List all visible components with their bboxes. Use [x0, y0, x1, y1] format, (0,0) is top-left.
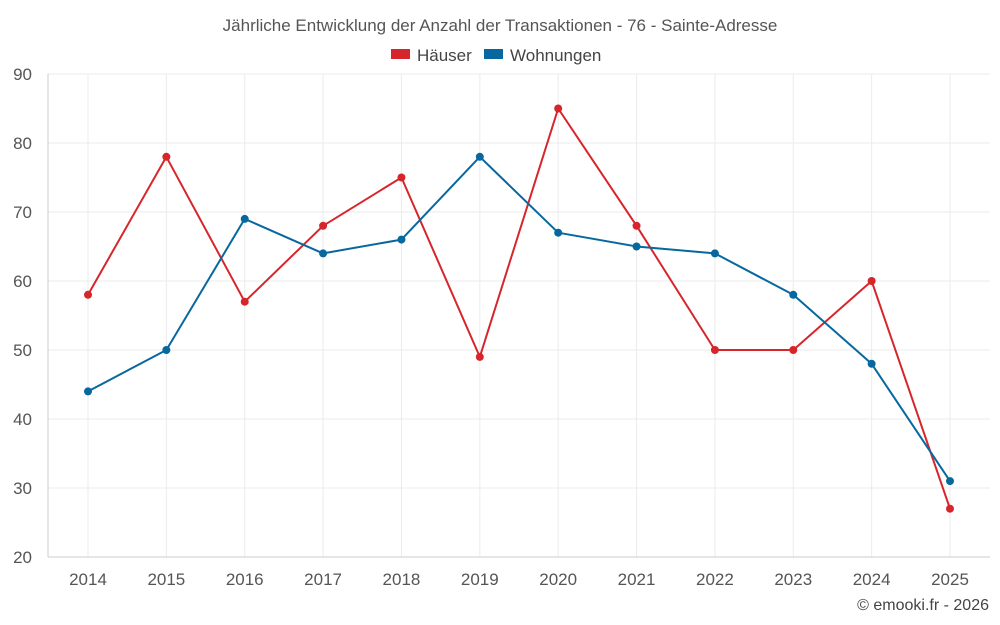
data-point-wohnungen[interactable]	[789, 290, 798, 299]
data-point-haeuser[interactable]	[789, 346, 798, 354]
data-point-haeuser[interactable]	[710, 346, 719, 354]
x-tick-label: 2021	[618, 570, 656, 589]
data-point-wohnungen[interactable]	[632, 242, 641, 251]
x-tick-label: 2022	[696, 570, 734, 589]
grid	[48, 73, 990, 557]
y-tick-label: 30	[13, 479, 32, 498]
data-point-haeuser[interactable]	[397, 173, 406, 182]
x-tick-label: 2019	[461, 570, 499, 589]
legend: Häuser Wohnungen	[391, 46, 601, 65]
series-wohnungen	[84, 152, 954, 486]
data-point-wohnungen[interactable]	[397, 235, 406, 244]
x-tick-label: 2020	[539, 570, 577, 589]
series-haeuser	[84, 104, 954, 513]
x-tick-label: 2015	[147, 570, 185, 589]
credit-text: © emooki.fr - 2026	[857, 597, 989, 614]
data-point-haeuser[interactable]	[554, 104, 563, 113]
y-tick-label: 80	[13, 134, 32, 153]
data-point-haeuser[interactable]	[319, 221, 328, 230]
data-point-wohnungen[interactable]	[240, 214, 249, 223]
y-tick-label: 50	[13, 341, 32, 360]
legend-swatch-wohnungen	[484, 49, 503, 59]
series-line-wohnungen	[87, 155, 951, 482]
data-point-haeuser[interactable]	[240, 297, 249, 306]
series-layer	[84, 104, 954, 513]
x-tick-label: 2016	[226, 570, 264, 589]
x-tick-label: 2023	[774, 570, 812, 589]
data-point-wohnungen[interactable]	[162, 346, 171, 354]
x-tick-label: 2017	[304, 570, 342, 589]
chart-title: Jährliche Entwicklung der Anzahl der Tra…	[223, 16, 778, 35]
data-point-wohnungen[interactable]	[84, 387, 92, 396]
data-point-wohnungen[interactable]	[475, 152, 484, 161]
y-tick-label: 40	[13, 410, 32, 429]
data-point-haeuser[interactable]	[162, 152, 171, 161]
data-point-wohnungen[interactable]	[319, 249, 328, 258]
data-point-haeuser[interactable]	[867, 277, 876, 285]
y-tick-label: 20	[13, 548, 32, 567]
x-tick-label: 2018	[383, 570, 421, 589]
y-tick-label: 90	[13, 65, 32, 84]
data-point-haeuser[interactable]	[475, 352, 484, 361]
data-point-wohnungen[interactable]	[946, 477, 954, 486]
x-tick-label: 2025	[931, 570, 969, 589]
data-point-haeuser[interactable]	[946, 504, 954, 513]
legend-label-wohnungen[interactable]: Wohnungen	[510, 46, 601, 65]
x-tick-label: 2014	[69, 570, 107, 589]
data-point-wohnungen[interactable]	[554, 228, 563, 237]
x-tick-label: 2024	[853, 570, 891, 589]
y-axis: 20 30 40 50 60 70 80 90	[13, 65, 49, 567]
data-point-wohnungen[interactable]	[710, 249, 719, 258]
x-axis: 2014 2015 2016 2017 2018 2019 2020 2021 2022 2023…	[48, 556, 990, 589]
data-point-haeuser[interactable]	[84, 290, 92, 299]
y-tick-label: 60	[13, 272, 32, 291]
y-tick-label: 70	[13, 203, 32, 222]
legend-label-haeuser[interactable]: Häuser	[417, 46, 472, 65]
series-line-haeuser	[87, 107, 951, 510]
data-point-wohnungen[interactable]	[867, 359, 876, 368]
legend-swatch-haeuser	[391, 49, 410, 59]
data-point-haeuser[interactable]	[632, 221, 641, 230]
